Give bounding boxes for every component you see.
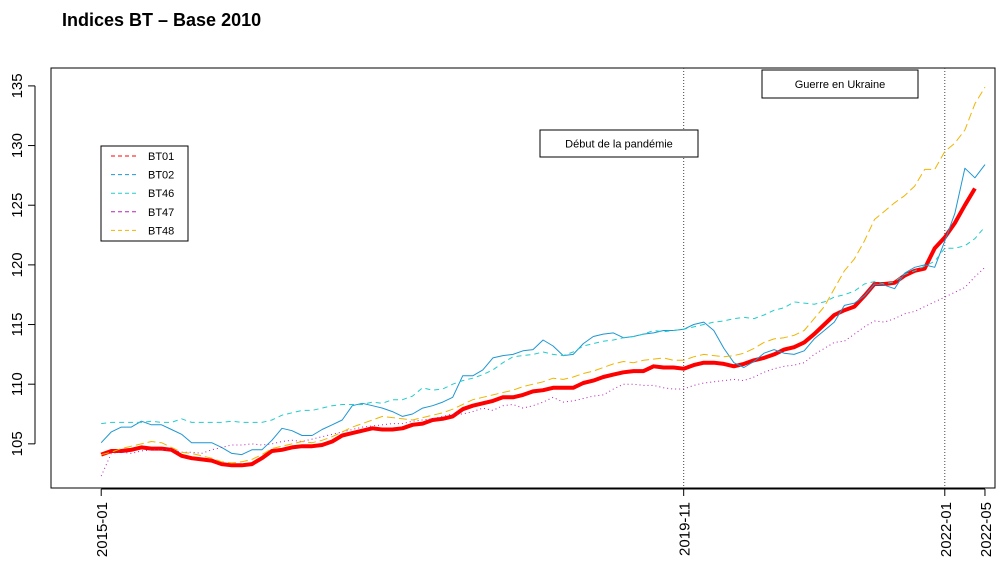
plot-frame: [50, 67, 996, 489]
legend-label: BT46: [148, 188, 174, 200]
legend-box: [100, 145, 189, 242]
series-line: [100, 266, 986, 477]
legend-label: BT02: [148, 170, 174, 182]
y-tick-label: 120: [9, 252, 26, 277]
series-line: [100, 187, 977, 468]
annotation-box: [539, 129, 699, 158]
y-tick-label: 130: [9, 133, 26, 158]
y-tick-label: 110: [9, 372, 26, 396]
series-line: [100, 164, 986, 456]
legend-label: BT47: [148, 207, 174, 219]
annotation-box: [761, 69, 919, 99]
y-tick-label: 105: [9, 431, 26, 456]
series-line: [101, 226, 986, 425]
legend-label: BT48: [148, 225, 174, 237]
legend-label: BT01: [148, 151, 174, 163]
series-line: [101, 86, 986, 464]
chart-title: Indices BT – Base 2010: [62, 10, 261, 30]
annotation-label: Guerre en Ukraine: [795, 79, 886, 91]
annotation-label: Début de la pandémie: [565, 139, 673, 151]
x-tick-label: 2022-01: [938, 502, 955, 557]
y-tick-label: 135: [9, 73, 26, 98]
x-tick-label: 2015-01: [94, 502, 111, 557]
x-tick-label: 2019-11: [677, 502, 694, 556]
y-tick-label: 125: [9, 193, 26, 218]
x-tick-label: 2022-05: [978, 502, 995, 557]
y-tick-label: 115: [9, 313, 26, 337]
